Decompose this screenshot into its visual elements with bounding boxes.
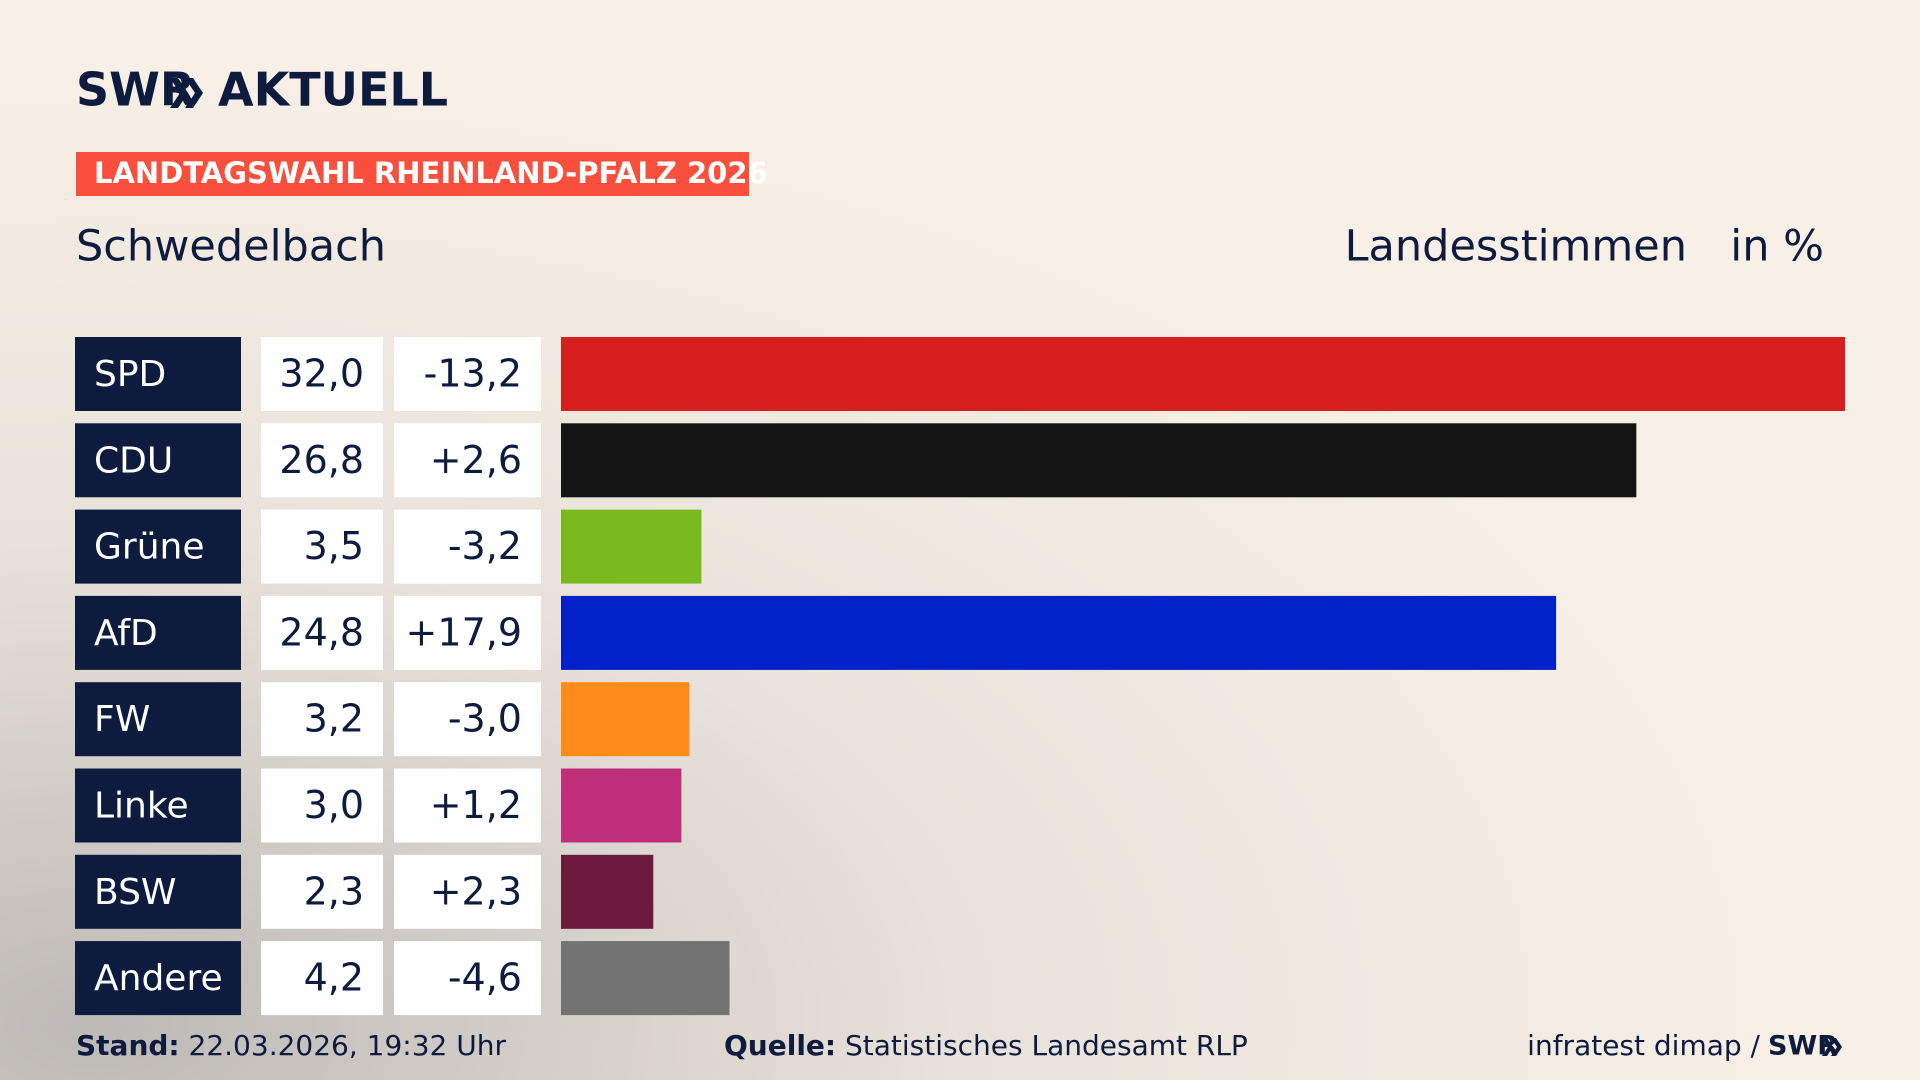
credit: infratest dimap / xyxy=(1527,1029,1760,1062)
rows: SPD 32,0 -13,2 CDU 26,8 +2,6 Grüne 3,5 -3,2 AfD 24… xyxy=(75,337,1845,1016)
party-cell xyxy=(75,768,241,843)
value-cell xyxy=(261,941,383,1016)
bar xyxy=(561,595,1557,670)
logo-aktuell: AKTUELL xyxy=(218,63,448,117)
party-cell xyxy=(75,854,241,929)
stand-value: 22.03.2026, 19:32 Uhr xyxy=(189,1029,507,1062)
logo-chevrons xyxy=(170,78,203,108)
value-label: 24,8 xyxy=(279,610,364,654)
party-label: Linke xyxy=(94,786,189,827)
party-label: AfD xyxy=(94,613,158,654)
change-cell xyxy=(394,595,541,670)
party-cell xyxy=(75,423,241,498)
change-cell xyxy=(394,509,541,584)
place: Schwedelbach xyxy=(76,222,386,272)
change-cell xyxy=(394,423,541,498)
change-label: -13,2 xyxy=(424,352,522,396)
change-cell xyxy=(394,854,541,929)
bar xyxy=(561,337,1845,411)
value-label: 3,2 xyxy=(304,697,364,741)
value-label: 32,0 xyxy=(279,352,364,396)
change-label: -3,0 xyxy=(448,697,522,741)
change-cell xyxy=(394,941,541,1016)
bar xyxy=(561,682,690,757)
badge-text: LANDTAGSWAHL RHEINLAND-PFALZ 2026 xyxy=(94,156,768,190)
value-cell xyxy=(261,509,383,584)
source-value: Statistisches Landesamt RLP xyxy=(845,1029,1248,1062)
party-cell xyxy=(75,337,241,411)
party-label: Andere xyxy=(94,958,223,999)
value-label: 26,8 xyxy=(279,438,364,482)
logo: SWR AKTUELL xyxy=(76,63,448,117)
change-cell xyxy=(394,337,541,411)
change-label: +17,9 xyxy=(406,610,522,654)
party-cell xyxy=(75,682,241,757)
logo-swr: SWR xyxy=(76,63,195,117)
badge xyxy=(76,152,749,196)
bar xyxy=(561,941,730,1016)
change-cell xyxy=(394,682,541,757)
value-cell xyxy=(261,854,383,929)
party-label: SPD xyxy=(94,354,166,395)
stand: Stand: 22.03.2026, 19:32 Uhr xyxy=(76,1029,506,1062)
bar xyxy=(561,509,702,584)
party-cell xyxy=(75,509,241,584)
party-label: CDU xyxy=(94,440,173,481)
stand-label: Stand: xyxy=(76,1029,180,1062)
party-label: FW xyxy=(94,699,150,740)
value-label: 3,5 xyxy=(304,524,364,568)
value-cell xyxy=(261,423,383,498)
value-label: 3,0 xyxy=(304,783,364,827)
party-cell xyxy=(75,595,241,670)
unit: in % xyxy=(1730,222,1824,272)
value-label: 4,2 xyxy=(304,956,364,1000)
bar xyxy=(561,768,682,843)
bar xyxy=(561,423,1637,498)
party-cell xyxy=(75,941,241,1016)
value-cell xyxy=(261,768,383,843)
value-cell xyxy=(261,595,383,670)
bar xyxy=(561,854,654,929)
value-cell xyxy=(261,682,383,757)
source: Quelle: Statistisches Landesamt RLP xyxy=(724,1029,1248,1062)
value-label: 2,3 xyxy=(304,869,364,913)
measure: Landesstimmen xyxy=(1345,222,1687,272)
source-label: Quelle: xyxy=(724,1029,836,1062)
change-label: +2,6 xyxy=(430,438,522,482)
footer-chevrons xyxy=(1822,1038,1842,1056)
change-label: -3,2 xyxy=(448,524,522,568)
change-label: +1,2 xyxy=(430,783,522,827)
value-cell xyxy=(261,337,383,411)
change-label: +2,3 xyxy=(430,869,522,913)
party-label: BSW xyxy=(94,872,177,913)
footer-logo: SWR xyxy=(1768,1031,1838,1062)
change-cell xyxy=(394,768,541,843)
party-label: Grüne xyxy=(94,527,204,568)
change-label: -4,6 xyxy=(448,956,522,1000)
